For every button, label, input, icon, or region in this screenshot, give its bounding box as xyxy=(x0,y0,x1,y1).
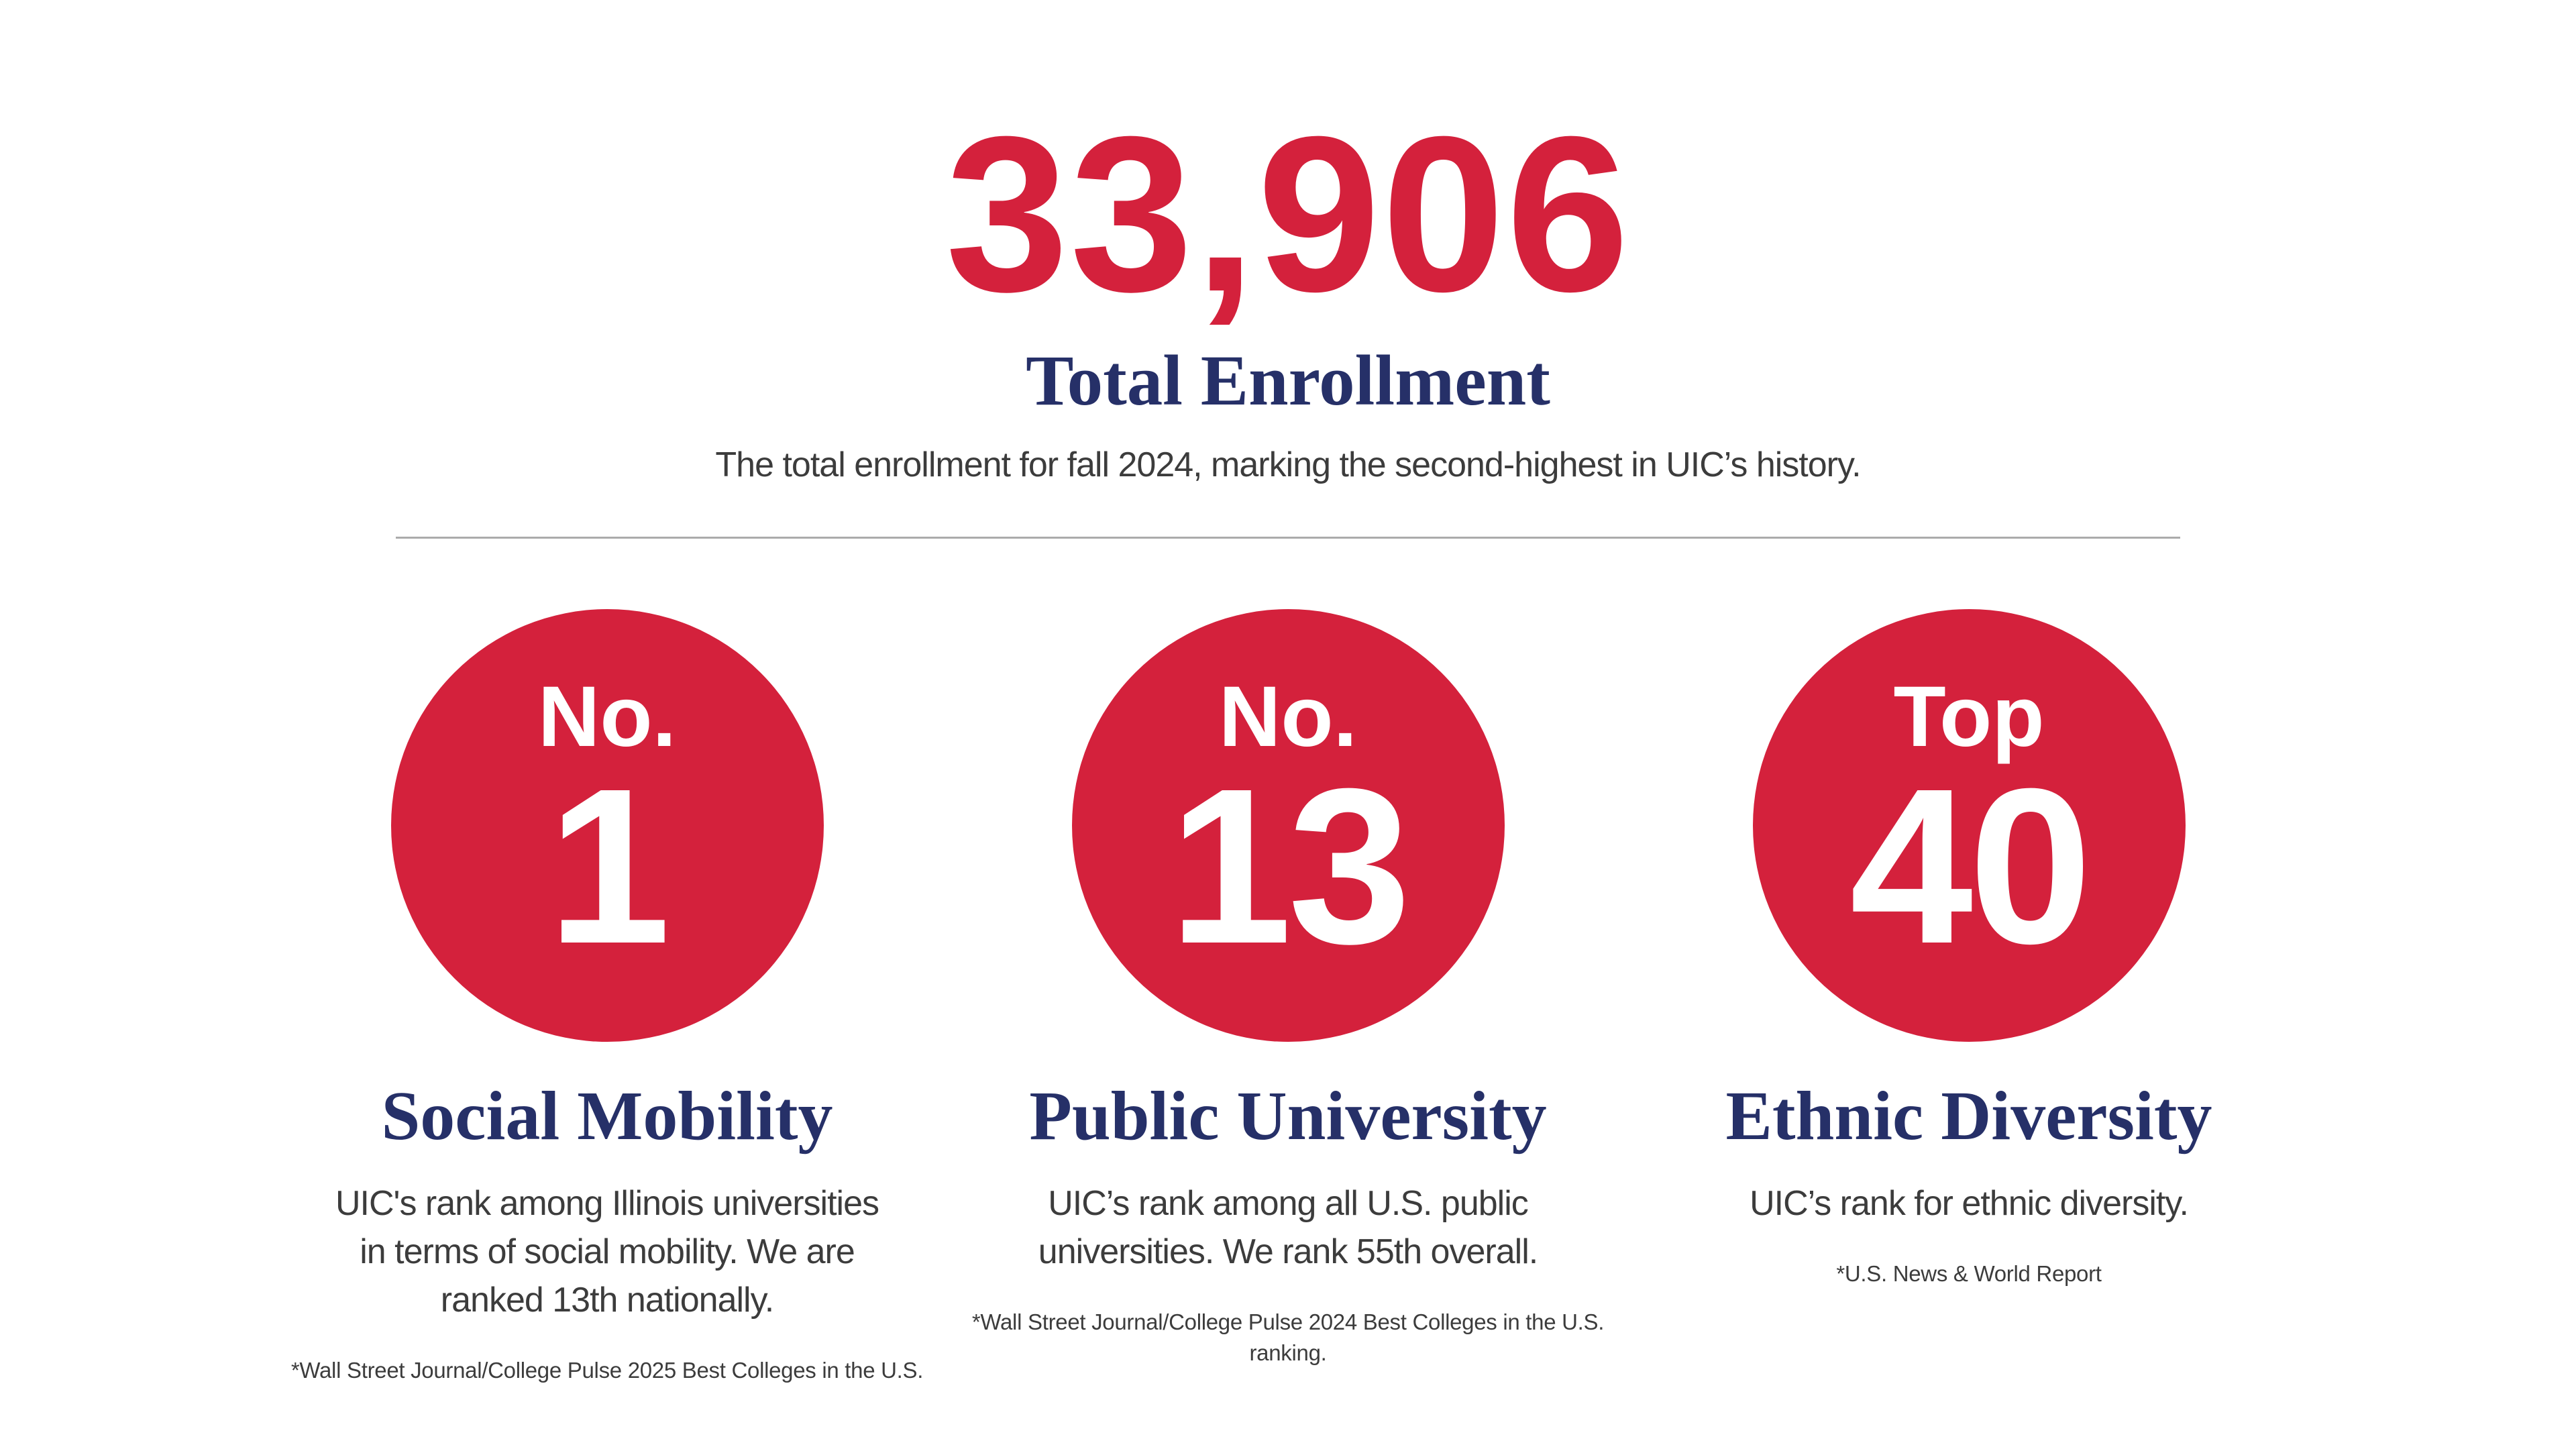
card-description: UIC’s rank for ethnic diversity. xyxy=(1750,1184,2189,1224)
rank-badge-circle: Top 40 xyxy=(1752,608,2186,1042)
total-enrollment-description: The total enrollment for fall 2024, mark… xyxy=(715,445,1861,485)
total-enrollment-label: Total Enrollment xyxy=(1026,341,1550,421)
stat-card-ethnic-diversity: Top 40 Ethnic Diversity UIC’s rank for e… xyxy=(1629,608,2310,1386)
card-footnote: *Wall Street Journal/College Pulse 2025 … xyxy=(290,1358,924,1383)
rank-badge-prefix: Top xyxy=(1893,669,2045,765)
rank-badge-number: 40 xyxy=(1849,742,2092,990)
card-footnote: *U.S. News & World Report xyxy=(1836,1261,2102,1287)
card-title: Social Mobility xyxy=(381,1077,833,1155)
rank-badge-number: 1 xyxy=(547,742,671,990)
stat-card-public-university: No. 13 Public University UIC’s rank amon… xyxy=(948,608,1629,1386)
total-enrollment-value: 33,906 xyxy=(945,90,1631,337)
section-divider xyxy=(396,536,2180,539)
card-footnote: *Wall Street Journal/College Pulse 2024 … xyxy=(971,1309,1605,1366)
hero-section: 33,906 Total Enrollment The total enroll… xyxy=(0,0,2576,488)
stat-card-social-mobility: No. 1 Social Mobility UIC's rank among I… xyxy=(267,608,948,1386)
rank-stats-row: No. 1 Social Mobility UIC's rank among I… xyxy=(0,608,2576,1386)
rank-badge-circle: No. 1 xyxy=(390,608,824,1042)
card-title: Ethnic Diversity xyxy=(1725,1077,2212,1155)
card-title: Public University xyxy=(1029,1077,1547,1155)
card-description: UIC's rank among Illinois universities i… xyxy=(335,1184,879,1320)
card-description: UIC’s rank among all U.S. public univers… xyxy=(1038,1184,1538,1272)
rank-badge-prefix: No. xyxy=(1218,669,1358,765)
rank-badge-circle: No. 13 xyxy=(1071,608,1505,1042)
rank-badge-prefix: No. xyxy=(537,669,677,765)
rank-badge-number: 13 xyxy=(1169,742,1411,990)
